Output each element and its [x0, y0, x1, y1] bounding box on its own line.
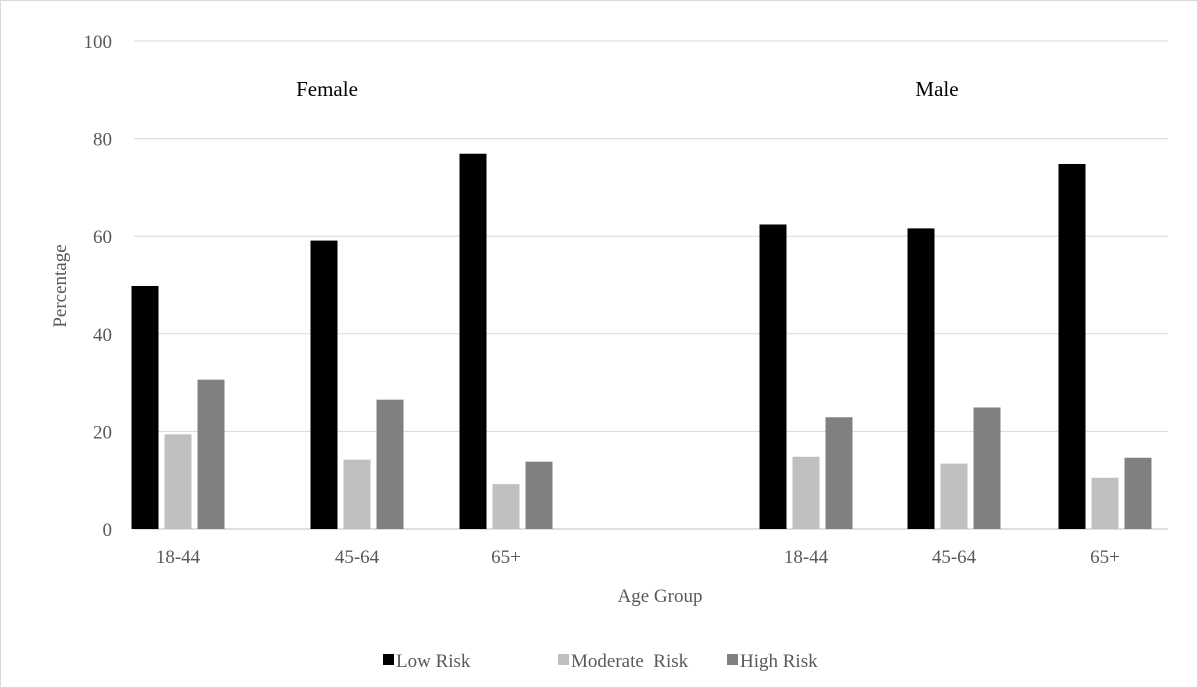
y-tick-label: 40 — [93, 325, 112, 346]
y-tick-label: 0 — [103, 520, 113, 541]
bar-female-18-44-low-risk — [131, 285, 159, 529]
legend-swatch — [383, 654, 394, 665]
x-tick-label: 45-64 — [335, 547, 380, 568]
bar-female-45-64-moderate-risk — [343, 459, 371, 529]
y-tick-label: 60 — [93, 227, 112, 248]
y-axis-ticks: 0 20 40 60 80 100 — [84, 32, 113, 541]
gridlines — [134, 40, 1168, 530]
bar-male-18-44-low-risk — [759, 224, 787, 529]
bar-male-65+-moderate-risk — [1091, 477, 1119, 529]
bar-female-45-64-low-risk — [310, 240, 338, 530]
x-tick-label: 18-44 — [156, 547, 201, 568]
y-tick-label: 20 — [93, 422, 112, 443]
legend-label: Moderate Risk — [571, 651, 689, 672]
bar-male-45-64-low-risk — [907, 228, 935, 529]
y-axis-title: Percentage — [50, 244, 71, 327]
group-labels: Female Male — [296, 77, 958, 101]
legend-swatch — [727, 654, 738, 665]
group-label-male: Male — [915, 77, 958, 101]
y-tick-label: 80 — [93, 130, 112, 151]
legend: Low Risk Moderate Risk High Risk — [383, 651, 818, 672]
x-tick-label: 65+ — [1090, 547, 1120, 568]
legend-label: High Risk — [740, 651, 818, 672]
bar-female-65+-high-risk — [525, 461, 553, 529]
bar-male-45-64-moderate-risk — [940, 463, 968, 529]
x-axis-title: Age Group — [618, 586, 703, 607]
bar-male-45-64-high-risk — [973, 407, 1001, 529]
bar-female-18-44-high-risk — [197, 379, 225, 529]
bar-male-65+-low-risk — [1058, 163, 1086, 529]
x-tick-label: 18-44 — [784, 547, 829, 568]
bar-male-65+-high-risk — [1124, 457, 1152, 529]
bar-female-65+-moderate-risk — [492, 484, 520, 529]
bars — [131, 153, 1152, 530]
bar-female-18-44-moderate-risk — [164, 434, 192, 529]
bar-male-18-44-moderate-risk — [792, 456, 820, 529]
x-tick-label: 45-64 — [932, 547, 977, 568]
x-axis-ticks: 18-44 45-64 65+ 18-44 45-64 65+ — [156, 547, 1120, 568]
bar-male-18-44-high-risk — [825, 417, 853, 529]
bar-female-45-64-high-risk — [376, 399, 404, 529]
group-label-female: Female — [296, 77, 358, 101]
legend-swatch — [558, 654, 569, 665]
legend-label: Low Risk — [396, 651, 471, 672]
y-tick-label: 100 — [84, 32, 113, 53]
bar-female-65+-low-risk — [459, 153, 487, 529]
x-tick-label: 65+ — [491, 547, 521, 568]
